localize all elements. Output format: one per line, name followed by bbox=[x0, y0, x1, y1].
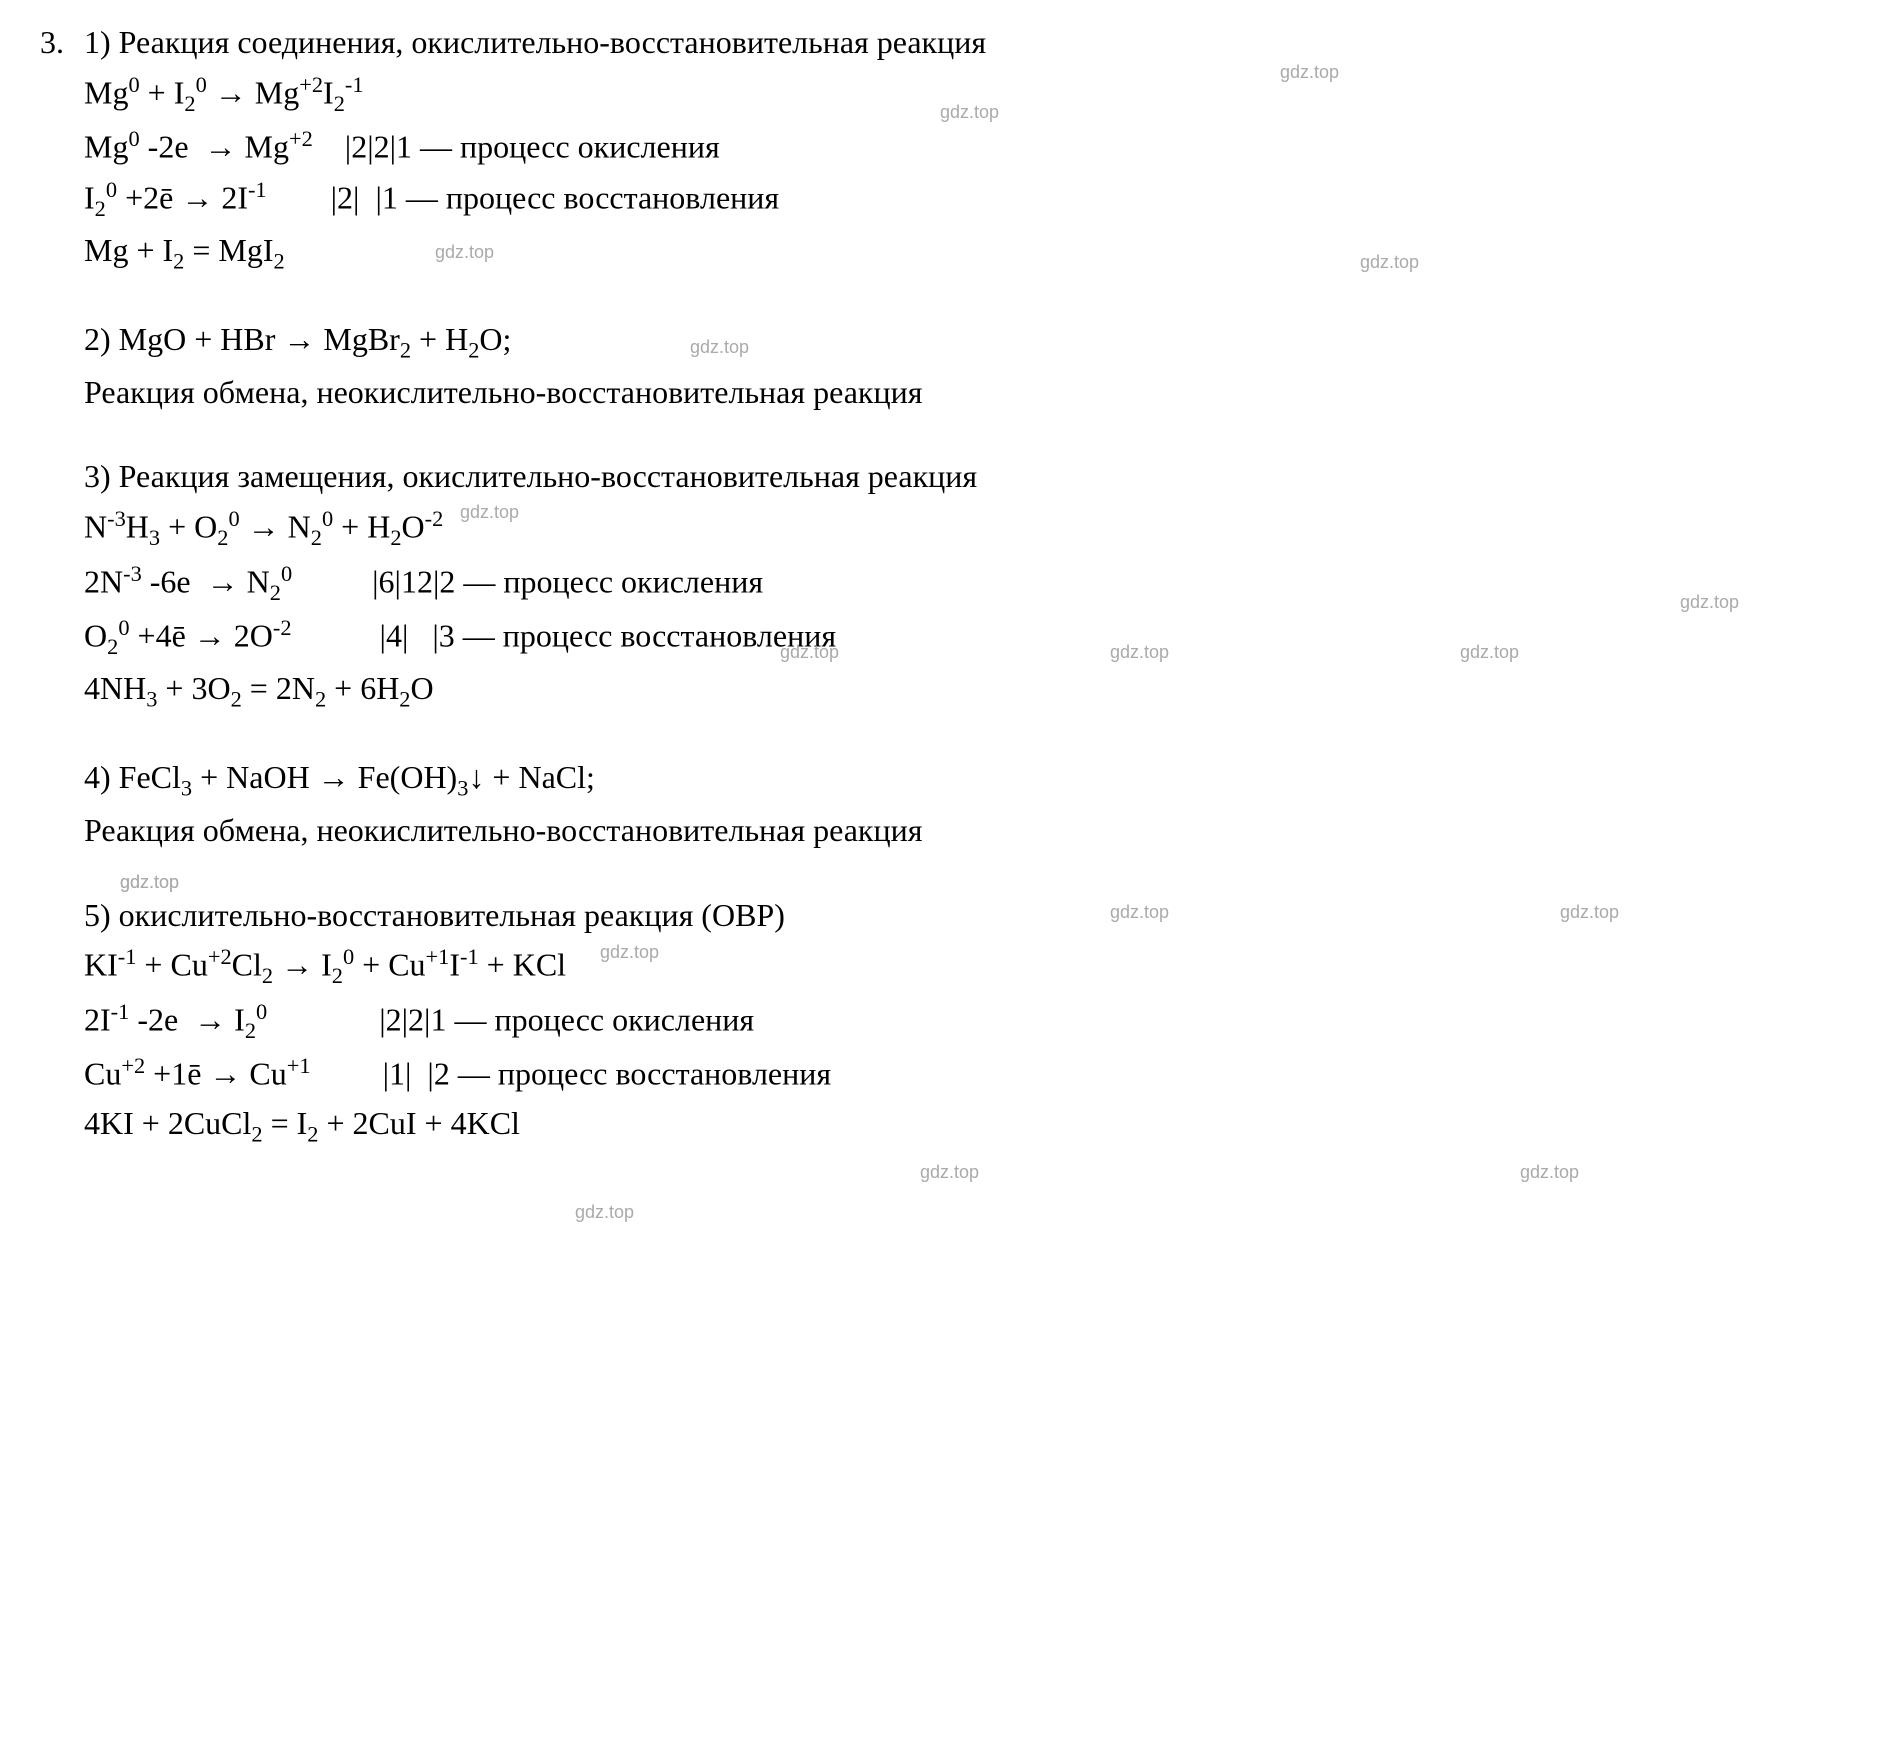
equation-line: O20 +4ē → 2O-2 |4| |3 — процесс восстано… bbox=[84, 612, 1846, 662]
equation-line: N-3H3 + O20 → N20 + H2O-2 bbox=[84, 503, 1846, 553]
block-title-line: 1) Реакция соединения, окислительно-восс… bbox=[84, 20, 1846, 65]
reaction-block: 1) Реакция соединения, окислительно-восс… bbox=[84, 20, 1846, 277]
reaction-block: 5) окислительно-восстановительная реакци… bbox=[84, 893, 1846, 1150]
equation-line: Реакция обмена, неокислительно-восстанов… bbox=[84, 370, 1846, 415]
equation-line: 4) FeCl3 + NaOH → Fe(OH)3↓ + NaCl; bbox=[84, 755, 1846, 804]
equation-line: 4KI + 2CuCl2 = I2 + 2CuI + 4KCl bbox=[84, 1101, 1846, 1150]
equation-line: Реакция обмена, неокислительно-восстанов… bbox=[84, 808, 1846, 853]
reaction-block: 2) MgO + HBr → MgBr2 + H2O;Реакция обмен… bbox=[84, 317, 1846, 415]
reaction-block: 3) Реакция замещения, окислительно-восст… bbox=[84, 454, 1846, 715]
reaction-block: 4) FeCl3 + NaOH → Fe(OH)3↓ + NaCl;Реакци… bbox=[84, 755, 1846, 853]
equation-line: Mg + I2 = MgI2 bbox=[84, 228, 1846, 277]
equation-line: 2I-1 -2e → I20 |2|2|1 — процесс окислени… bbox=[84, 996, 1846, 1046]
equation-line: Mg0 -2e → Mg+2 |2|2|1 — процесс окислени… bbox=[84, 123, 1846, 169]
equation-line: I20 +2ē → 2I-1 |2| |1 — процесс восстано… bbox=[84, 174, 1846, 224]
equation-line: 2) MgO + HBr → MgBr2 + H2O; bbox=[84, 317, 1846, 366]
problem-number: 3. bbox=[40, 20, 64, 65]
watermark: gdz.top bbox=[575, 1200, 634, 1225]
block-title-line: 5) окислительно-восстановительная реакци… bbox=[84, 893, 1846, 938]
equation-line: 4NH3 + 3O2 = 2N2 + 6H2O bbox=[84, 666, 1846, 715]
equation-line: KI-1 + Cu+2Cl2 → I20 + Cu+1I-1 + KCl bbox=[84, 941, 1846, 991]
equation-line: Cu+2 +1ē → Cu+1 |1| |2 — процесс восстан… bbox=[84, 1050, 1846, 1096]
equation-line: Mg0 + I20 → Mg+2I2-1 bbox=[84, 69, 1846, 119]
content-container: 1) Реакция соединения, окислительно-восс… bbox=[84, 20, 1846, 1189]
block-title-line: 3) Реакция замещения, окислительно-восст… bbox=[84, 454, 1846, 499]
equation-line: 2N-3 -6e → N20 |6|12|2 — процесс окислен… bbox=[84, 558, 1846, 608]
